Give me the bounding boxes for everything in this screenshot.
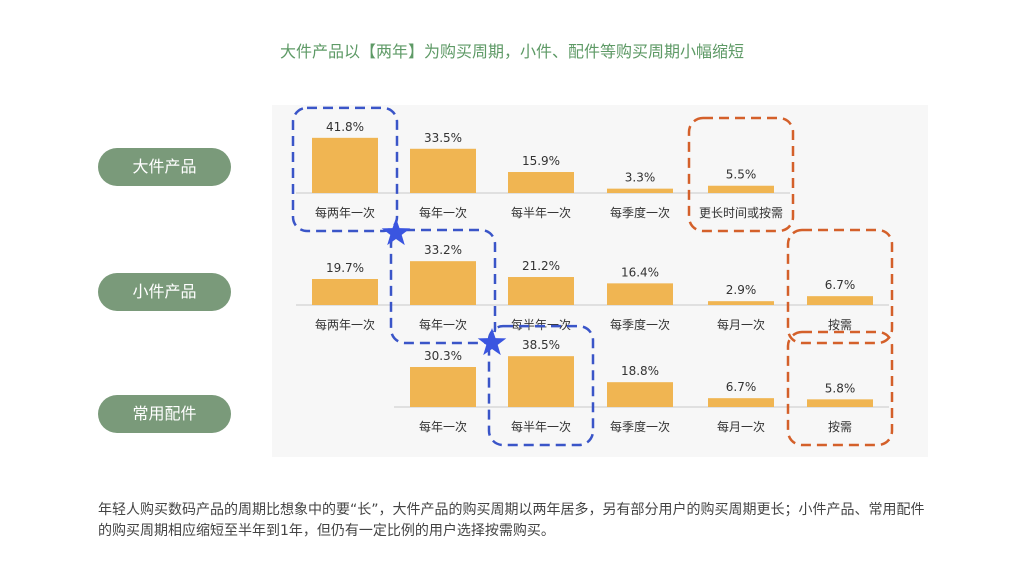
- category-label: 更长时间或按需: [699, 206, 783, 220]
- category-label: 每季度一次: [610, 317, 670, 332]
- bar: [312, 137, 378, 193]
- bar: [508, 172, 574, 193]
- bar-value-label: 5.8%: [825, 381, 856, 395]
- row-label-small-products: 小件产品: [98, 273, 231, 311]
- category-label: 每月一次: [717, 317, 765, 332]
- category-label: 每年一次: [419, 317, 467, 332]
- highlight-box-on-demand: [687, 116, 795, 233]
- category-label: 每季度一次: [610, 419, 670, 434]
- bar: [807, 399, 873, 407]
- bar: [410, 148, 476, 193]
- bar: [607, 188, 673, 193]
- highlight-box-on-demand: [786, 330, 894, 447]
- bar: [708, 301, 774, 305]
- highlight-box-mode: [487, 324, 595, 447]
- bar-value-label: 19.7%: [326, 261, 364, 275]
- slide-title: 大件产品以【两年】为购买周期，小件、配件等购买周期小幅缩短: [279, 42, 744, 61]
- category-label: 按需: [828, 420, 852, 434]
- category-label: 每两年一次: [315, 317, 375, 332]
- bar-value-label: 5.5%: [726, 168, 757, 182]
- category-label: 每年一次: [419, 205, 467, 220]
- bar: [410, 367, 476, 407]
- highlight-box-mode: [291, 106, 399, 233]
- category-label: 每年一次: [419, 419, 467, 434]
- bar-value-label: 30.3%: [424, 349, 462, 363]
- category-label: 每半年一次: [511, 317, 571, 332]
- bar-value-label: 15.9%: [522, 154, 560, 168]
- bar-value-label: 2.9%: [726, 283, 757, 297]
- bar-value-label: 33.5%: [424, 131, 462, 145]
- bar-value-label: 33.2%: [424, 243, 462, 257]
- chart-panel: [272, 105, 928, 457]
- row-label-large-products: 大件产品: [98, 148, 231, 186]
- bar: [607, 382, 673, 407]
- bar: [410, 261, 476, 305]
- highlight-box-mode: [389, 228, 497, 345]
- arrow-star-icon: [477, 328, 507, 356]
- bar: [508, 277, 574, 305]
- bar-value-label: 6.7%: [825, 278, 856, 292]
- category-label: 按需: [828, 318, 852, 332]
- category-label: 每月一次: [717, 419, 765, 434]
- row-label-accessories: 常用配件: [98, 395, 231, 433]
- category-label: 每半年一次: [511, 205, 571, 220]
- bar-value-label: 16.4%: [621, 265, 659, 279]
- bar-value-label: 21.2%: [522, 259, 560, 273]
- bar-value-label: 6.7%: [726, 380, 757, 394]
- bar: [607, 283, 673, 305]
- highlight-box-on-demand: [786, 228, 894, 345]
- category-label: 每两年一次: [315, 205, 375, 220]
- bar-value-label: 3.3%: [625, 171, 656, 185]
- bar: [312, 278, 378, 305]
- bar: [708, 185, 774, 193]
- arrow-star-icon: [381, 218, 411, 246]
- bar-value-label: 41.8%: [326, 120, 364, 134]
- footer-note: 年轻人购买数码产品的周期比想象中的要“长”，大件产品的购买周期以两年居多，另有部…: [98, 502, 925, 539]
- category-label: 每半年一次: [511, 419, 571, 434]
- bar-value-label: 18.8%: [621, 364, 659, 378]
- bar: [708, 398, 774, 407]
- bar-value-label: 38.5%: [522, 338, 560, 352]
- bar: [508, 356, 574, 407]
- bar: [807, 296, 873, 305]
- category-label: 每季度一次: [610, 205, 670, 220]
